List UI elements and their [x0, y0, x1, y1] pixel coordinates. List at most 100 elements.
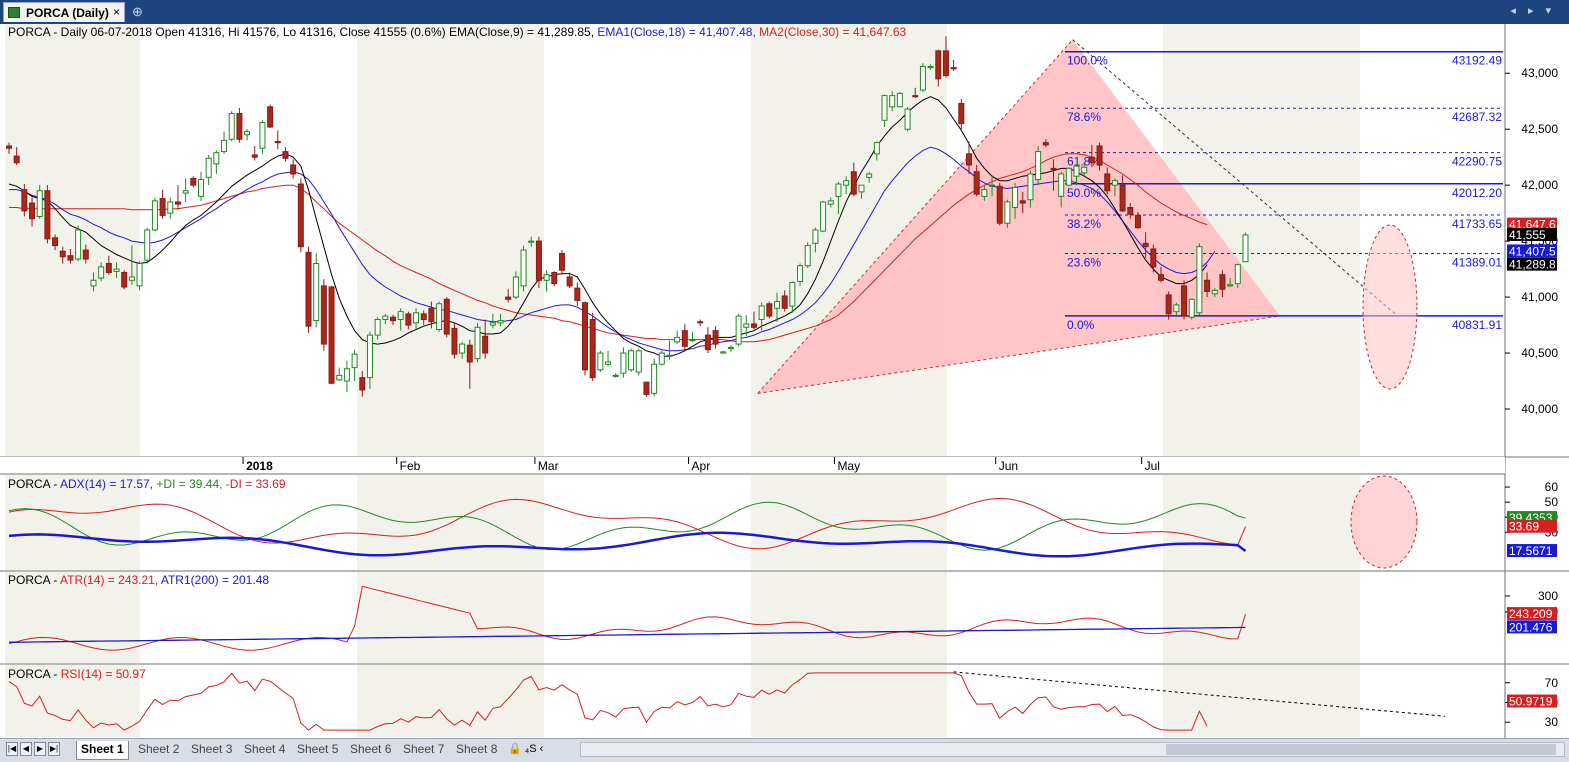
candle-body[interactable]	[405, 313, 412, 326]
next-icon[interactable]: ▶	[34, 742, 46, 756]
candle[interactable]	[251, 145, 258, 161]
candle-body[interactable]	[282, 151, 289, 159]
candle-body[interactable]	[21, 189, 28, 212]
candle[interactable]	[712, 326, 719, 349]
horizontal-scrollbar[interactable]	[580, 742, 1565, 757]
candle[interactable]	[612, 373, 619, 378]
candle[interactable]	[781, 290, 788, 312]
candle-body[interactable]	[144, 229, 151, 261]
candle[interactable]	[866, 171, 873, 183]
candle[interactable]	[459, 341, 466, 359]
candle[interactable]	[789, 281, 796, 313]
candle-body[interactable]	[858, 184, 865, 193]
candle-body[interactable]	[558, 252, 565, 271]
candle[interactable]	[1096, 142, 1103, 171]
candle-body[interactable]	[75, 229, 82, 260]
candle[interactable]	[643, 381, 650, 397]
candle-body[interactable]	[497, 320, 504, 324]
candle-body[interactable]	[750, 323, 757, 328]
candle-body[interactable]	[781, 295, 788, 309]
candle-body[interactable]	[942, 50, 949, 76]
candle[interactable]	[1119, 175, 1126, 213]
candle[interactable]	[44, 185, 51, 244]
candle[interactable]	[904, 106, 911, 132]
candle-body[interactable]	[351, 353, 358, 369]
candle-body[interactable]	[635, 350, 642, 373]
candle-body[interactable]	[359, 377, 366, 391]
candle[interactable]	[1165, 291, 1172, 320]
candle-body[interactable]	[582, 302, 588, 371]
sheet-tab[interactable]: Sheet 1	[76, 741, 129, 760]
candle[interactable]	[29, 197, 36, 227]
candle[interactable]	[1088, 144, 1095, 168]
candle[interactable]	[873, 141, 880, 161]
candle[interactable]	[1211, 288, 1218, 298]
candle-body[interactable]	[151, 200, 158, 231]
candle-body[interactable]	[1150, 248, 1157, 268]
candle-body[interactable]	[274, 141, 281, 144]
candle[interactable]	[75, 225, 82, 262]
candle[interactable]	[190, 176, 197, 188]
candle[interactable]	[59, 246, 66, 264]
candle-body[interactable]	[643, 381, 650, 395]
candle[interactable]	[121, 270, 128, 290]
candle-body[interactable]	[812, 229, 819, 244]
candle[interactable]	[927, 64, 934, 70]
candle[interactable]	[328, 285, 335, 385]
chart-area[interactable]: 2018 Feb Mar Apr May Jun Jul 40,000 40,500 41,000…	[0, 24, 1569, 738]
candle[interactable]	[167, 197, 174, 219]
candle[interactable]	[1012, 182, 1019, 219]
sheet-tab[interactable]: Sheet 2	[138, 742, 180, 756]
candle[interactable]	[1188, 298, 1195, 320]
first-icon[interactable]: |◀	[6, 742, 18, 756]
candle-body[interactable]	[789, 282, 796, 307]
candle[interactable]	[236, 107, 243, 143]
candle[interactable]	[174, 185, 181, 210]
candle-body[interactable]	[328, 286, 335, 384]
candle-body[interactable]	[981, 189, 988, 197]
candle-body[interactable]	[397, 311, 404, 320]
candle-body[interactable]	[566, 276, 573, 287]
candle-body[interactable]	[474, 326, 481, 360]
candle[interactable]	[858, 184, 865, 199]
candle[interactable]	[551, 271, 558, 286]
candle-body[interactable]	[1196, 246, 1203, 314]
candle[interactable]	[428, 301, 435, 329]
candle-body[interactable]	[159, 198, 166, 216]
candle-body[interactable]	[420, 313, 427, 320]
candle[interactable]	[1042, 139, 1049, 148]
candle-body[interactable]	[1211, 289, 1218, 295]
prev-icon[interactable]: ◀	[20, 742, 32, 756]
candle-body[interactable]	[105, 263, 112, 273]
candle[interactable]	[689, 331, 696, 342]
candle-body[interactable]	[167, 201, 174, 214]
sheet-options-icon[interactable]: ₄S	[524, 743, 537, 755]
candle[interactable]	[1150, 244, 1157, 273]
candle[interactable]	[528, 236, 535, 247]
candle-body[interactable]	[597, 352, 604, 371]
candle[interactable]	[228, 111, 235, 142]
candle-body[interactable]	[551, 271, 558, 285]
candle[interactable]	[213, 150, 220, 174]
candle[interactable]	[912, 87, 919, 98]
candle[interactable]	[850, 162, 857, 197]
candle-body[interactable]	[1050, 167, 1057, 170]
candle-body[interactable]	[52, 237, 59, 247]
candle-body[interactable]	[259, 121, 266, 149]
candle-body[interactable]	[1181, 285, 1188, 317]
candle[interactable]	[651, 358, 658, 397]
candle-body[interactable]	[82, 249, 89, 260]
candle-body[interactable]	[36, 190, 43, 217]
candle-body[interactable]	[919, 66, 926, 91]
candle[interactable]	[366, 331, 373, 389]
candle-body[interactable]	[428, 307, 435, 323]
candle[interactable]	[1050, 159, 1057, 191]
sheet-tab[interactable]: Sheet 4	[244, 742, 286, 756]
candle-body[interactable]	[1104, 173, 1111, 192]
candle[interactable]	[520, 245, 527, 292]
candle-body[interactable]	[121, 271, 128, 288]
candle-body[interactable]	[958, 102, 965, 125]
candle[interactable]	[681, 323, 688, 351]
candle-body[interactable]	[866, 173, 873, 178]
candle-body[interactable]	[1004, 201, 1011, 224]
